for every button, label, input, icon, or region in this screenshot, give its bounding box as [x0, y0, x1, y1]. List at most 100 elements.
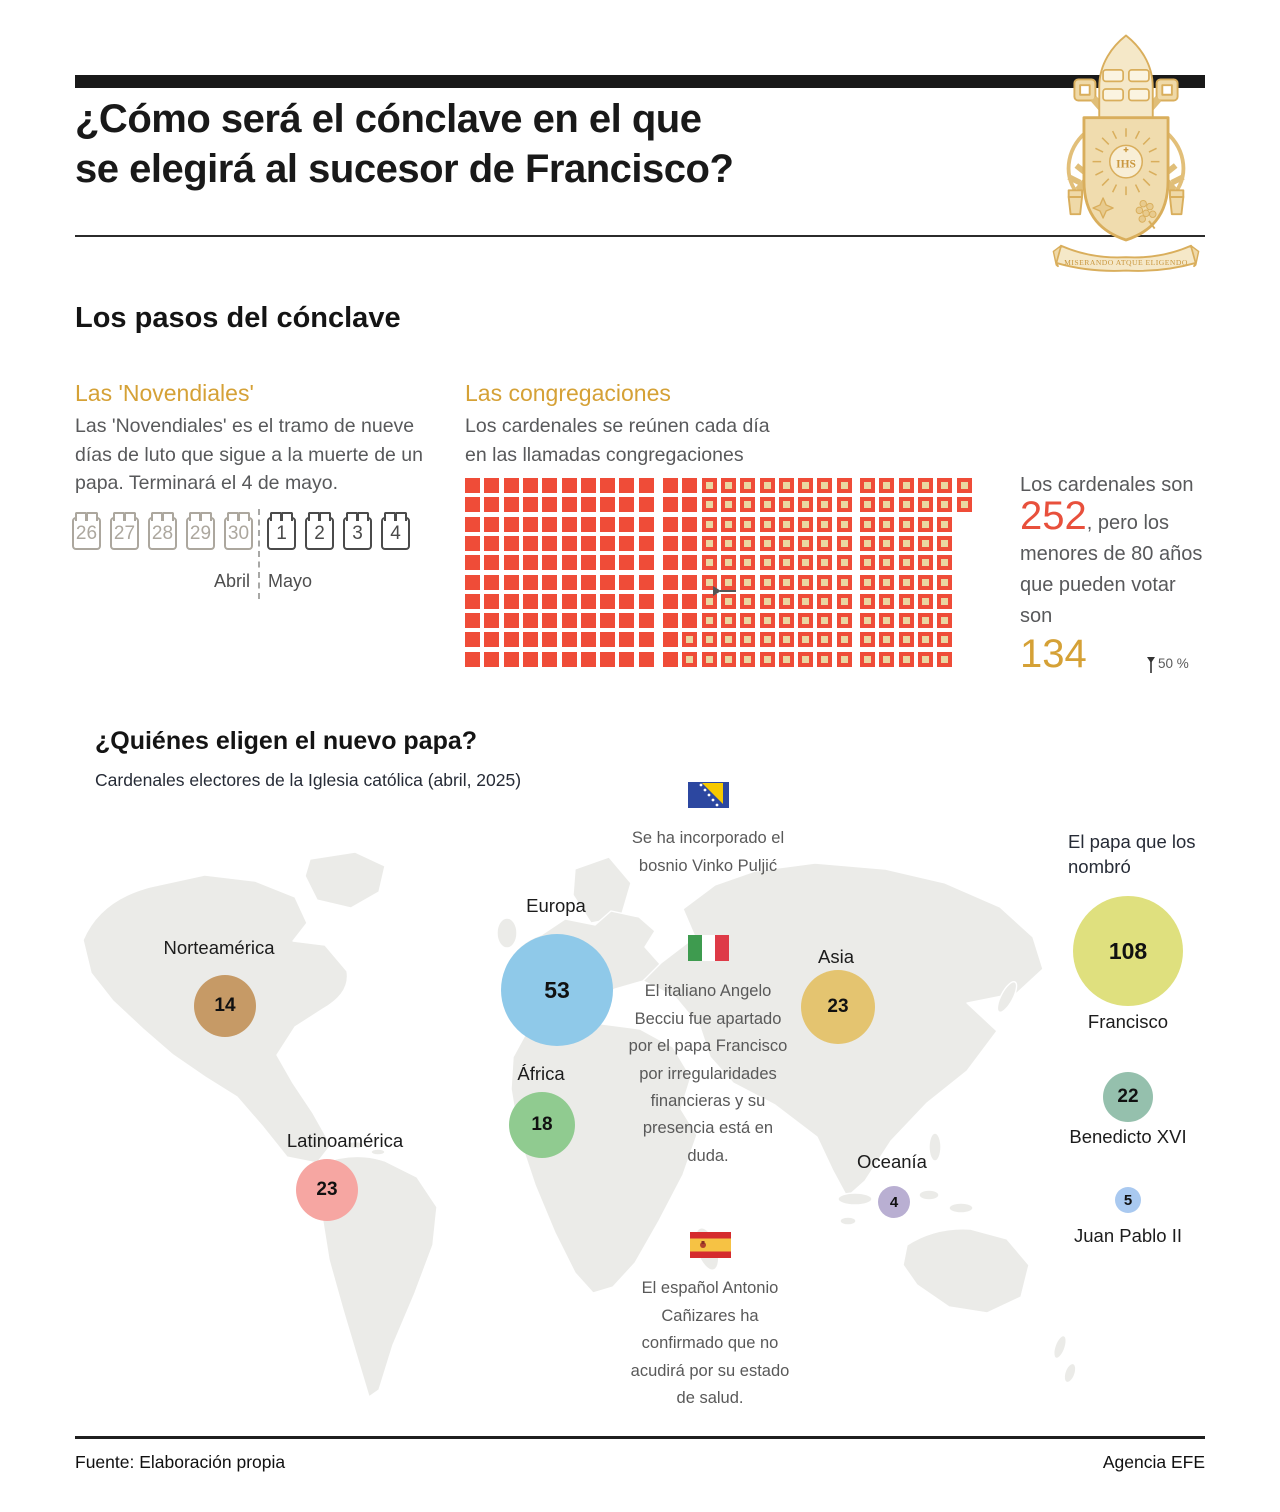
waffle-cell-elector: [898, 613, 914, 629]
waffle-cell-nonelector: [503, 497, 519, 513]
waffle-cell-elector: [720, 555, 736, 571]
waffle-cell-elector: [701, 516, 717, 532]
region-label-norteame-rica: Norteamérica: [163, 937, 275, 958]
waffle-cell-nonelector: [638, 516, 654, 532]
electors-heading: ¿Quiénes eligen el nuevo papa?: [95, 727, 478, 755]
annotation-bosnia-text: Se ha incorporado el bosnio Vinko Puljić: [631, 829, 785, 875]
waffle-cell-elector: [879, 651, 895, 667]
waffle-cell-elector: [740, 613, 756, 629]
waffle-cell-nonelector: [561, 651, 577, 667]
waffle-cell-nonelector: [484, 497, 500, 513]
waffle-cell-elector: [917, 593, 933, 609]
popes-heading: El papa que los nombró: [1068, 831, 1196, 877]
waffle-cell-nonelector: [522, 478, 538, 493]
waffle-cell-nonelector: [638, 555, 654, 571]
waffle-cell-nonelector: [638, 497, 654, 513]
waffle-cell-nonelector: [600, 555, 616, 571]
waffle-cell-elector: [817, 555, 833, 571]
waffle-cell-nonelector: [682, 555, 698, 571]
waffle-cell-nonelector: [484, 535, 500, 551]
waffle-cell-nonelector: [600, 516, 616, 532]
waffle-cell-elector: [879, 497, 895, 513]
waffle-cell-nonelector: [522, 555, 538, 571]
cardinal-count-text: Los cardenales son 252, pero los menores…: [1020, 470, 1212, 677]
waffle-cell-nonelector: [542, 535, 558, 551]
waffle-cell-elector: [917, 555, 933, 571]
waffle-cell-nonelector: [600, 574, 616, 590]
waffle-cell-elector: [778, 555, 794, 571]
waffle-cell-nonelector: [580, 651, 596, 667]
waffle-cell-nonelector: [561, 555, 577, 571]
waffle-cell-elector: [917, 574, 933, 590]
waffle-cell-nonelector: [682, 497, 698, 513]
region-bubble-asia: 23: [801, 970, 875, 1044]
waffle-cell-elector: [740, 593, 756, 609]
calendar-day-1: 1: [267, 512, 296, 550]
waffle-cell-nonelector: [619, 613, 635, 629]
waffle-cell-elector: [740, 478, 756, 493]
waffle-cell-nonelector: [503, 593, 519, 609]
waffle-cell-elector: [682, 651, 698, 667]
waffle-cell-elector: [860, 555, 875, 571]
waffle-cell-elector: [740, 574, 756, 590]
pope-bubble-benedicto-xvi: 22: [1103, 1072, 1153, 1122]
waffle-cell-elector: [917, 632, 933, 648]
waffle-cell-nonelector: [663, 613, 678, 629]
waffle-cell-elector: [720, 497, 736, 513]
footer-divider: [75, 1436, 1205, 1439]
region-label-oceani-a: Oceanía: [857, 1151, 927, 1172]
waffle-cell-elector: [798, 478, 814, 493]
fifty-percent-label: 50 %: [1158, 656, 1189, 671]
waffle-cell-elector: [701, 651, 717, 667]
waffle-cell-elector: [817, 613, 833, 629]
waffle-cell-elector: [720, 478, 736, 493]
waffle-cell-nonelector: [522, 535, 538, 551]
fifty-percent-marker: 50 %: [1146, 656, 1189, 674]
waffle-cell-nonelector: [465, 516, 480, 532]
waffle-cell-nonelector: [638, 535, 654, 551]
cardinal-count-rest: , pero los menores de 80 años que pueden…: [1020, 512, 1203, 627]
waffle-cell-elector: [836, 555, 852, 571]
waffle-cell-elector: [879, 478, 895, 493]
waffle-cell-nonelector: [682, 574, 698, 590]
waffle-cell-elector: [937, 478, 953, 493]
waffle-cell-elector: [937, 613, 953, 629]
waffle-cell-nonelector: [600, 632, 616, 648]
waffle-cell-elector: [759, 516, 775, 532]
waffle-cell-nonelector: [465, 613, 480, 629]
waffle-cell-nonelector: [638, 593, 654, 609]
waffle-cell-nonelector: [663, 632, 678, 648]
waffle-cell-elector: [917, 497, 933, 513]
waffle-cell-nonelector: [619, 593, 635, 609]
waffle-cell-nonelector: [638, 651, 654, 667]
waffle-cell-elector: [701, 555, 717, 571]
waffle-cell-nonelector: [619, 516, 635, 532]
month-divider: [258, 509, 260, 599]
waffle-cell-elector: [898, 497, 914, 513]
map-greenland: [304, 851, 386, 909]
waffle-cell-nonelector: [561, 613, 577, 629]
region-label-a-frica: África: [517, 1063, 565, 1084]
waffle-cell-elector: [778, 632, 794, 648]
map-south-america: [320, 1155, 438, 1398]
waffle-cell-elector: [860, 632, 875, 648]
waffle-cell-elector: [778, 651, 794, 667]
waffle-cell-elector: [798, 497, 814, 513]
waffle-cell-elector: [701, 497, 717, 513]
waffle-cell-elector: [817, 593, 833, 609]
waffle-cell-nonelector: [484, 651, 500, 667]
waffle-cell-nonelector: [503, 574, 519, 590]
waffle-cell-nonelector: [682, 593, 698, 609]
waffle-cell-elector: [817, 574, 833, 590]
waffle-cell-elector: [798, 632, 814, 648]
waffle-cell-elector: [956, 497, 972, 513]
novendiales-title: Las 'Novendiales': [75, 380, 254, 406]
calendar-day-27: 27: [110, 512, 139, 550]
waffle-cell-nonelector: [503, 613, 519, 629]
waffle-cell-elector: [701, 478, 717, 493]
waffle-cell-elector: [740, 555, 756, 571]
waffle-cell-elector: [860, 574, 875, 590]
waffle-cell-elector: [879, 516, 895, 532]
waffle-cell-elector: [759, 613, 775, 629]
title-divider: [75, 235, 1205, 237]
